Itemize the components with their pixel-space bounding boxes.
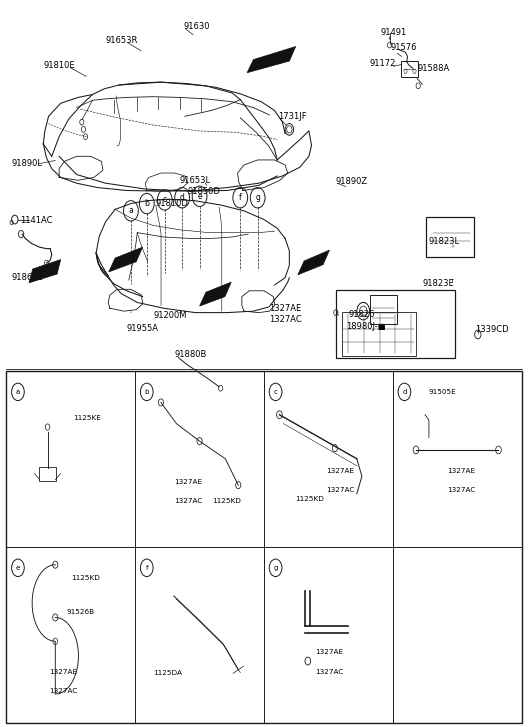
Text: 91810E: 91810E xyxy=(44,61,76,70)
Text: 1327AE: 1327AE xyxy=(269,304,301,313)
Text: 91630: 91630 xyxy=(184,23,210,31)
Text: 91810D: 91810D xyxy=(156,199,188,208)
Text: 91826: 91826 xyxy=(348,310,375,319)
Text: 1125DA: 1125DA xyxy=(153,670,182,676)
Text: 1327AC: 1327AC xyxy=(49,688,77,694)
Text: 91823L: 91823L xyxy=(429,237,460,246)
Text: 91172: 91172 xyxy=(370,60,396,68)
Text: d: d xyxy=(180,193,185,202)
Text: 91823E: 91823E xyxy=(422,279,454,288)
Text: 1141AC: 1141AC xyxy=(20,216,53,225)
Text: g: g xyxy=(274,565,278,571)
Text: 1327AE: 1327AE xyxy=(316,649,344,655)
Text: c: c xyxy=(163,196,167,204)
Text: c: c xyxy=(274,389,278,395)
Text: 1125KE: 1125KE xyxy=(73,415,101,421)
Text: 1327AE: 1327AE xyxy=(447,468,475,474)
Text: f: f xyxy=(239,193,242,202)
Text: 91588A: 91588A xyxy=(417,64,449,73)
Text: 1327AC: 1327AC xyxy=(326,487,354,494)
Text: 91955A: 91955A xyxy=(127,324,159,333)
Text: b: b xyxy=(145,389,149,395)
Text: 1339CD: 1339CD xyxy=(475,325,509,334)
Text: 1327AC: 1327AC xyxy=(269,316,302,324)
Text: 1327AC: 1327AC xyxy=(447,487,475,494)
Text: 91880B: 91880B xyxy=(174,350,206,359)
Text: 91653L: 91653L xyxy=(180,176,211,185)
Text: 91491: 91491 xyxy=(380,28,407,37)
Text: f: f xyxy=(146,565,148,571)
Text: d: d xyxy=(402,389,407,395)
Polygon shape xyxy=(109,247,143,272)
Text: a: a xyxy=(16,389,20,395)
Text: 1125KD: 1125KD xyxy=(295,497,324,502)
Text: 1125KD: 1125KD xyxy=(212,498,241,504)
Polygon shape xyxy=(29,260,61,283)
Text: 91505E: 91505E xyxy=(429,389,457,395)
Text: 18980J-■: 18980J-■ xyxy=(346,322,386,331)
Text: 91200M: 91200M xyxy=(153,311,186,320)
Polygon shape xyxy=(200,282,231,306)
Text: g: g xyxy=(255,193,260,202)
Text: 1327AE: 1327AE xyxy=(174,478,202,485)
Text: e: e xyxy=(16,565,20,571)
Text: 1327AC: 1327AC xyxy=(174,498,202,504)
Text: 1327AE: 1327AE xyxy=(49,669,77,675)
Text: 1731JF: 1731JF xyxy=(278,112,307,121)
Text: 1327AC: 1327AC xyxy=(316,669,344,675)
Text: 91890Z: 91890Z xyxy=(335,177,367,186)
Text: b: b xyxy=(144,199,149,208)
Polygon shape xyxy=(247,47,296,73)
Text: 91576: 91576 xyxy=(391,43,417,52)
Text: 1125KD: 1125KD xyxy=(71,575,100,582)
Text: 1327AE: 1327AE xyxy=(326,468,354,474)
Polygon shape xyxy=(298,250,329,275)
Text: 91850D: 91850D xyxy=(187,188,220,196)
Text: a: a xyxy=(129,206,133,215)
Text: 91526B: 91526B xyxy=(67,608,95,615)
Text: 91860E: 91860E xyxy=(12,273,43,282)
Text: 91890L: 91890L xyxy=(12,159,43,168)
Text: e: e xyxy=(197,192,202,201)
Text: 91653R: 91653R xyxy=(106,36,138,45)
